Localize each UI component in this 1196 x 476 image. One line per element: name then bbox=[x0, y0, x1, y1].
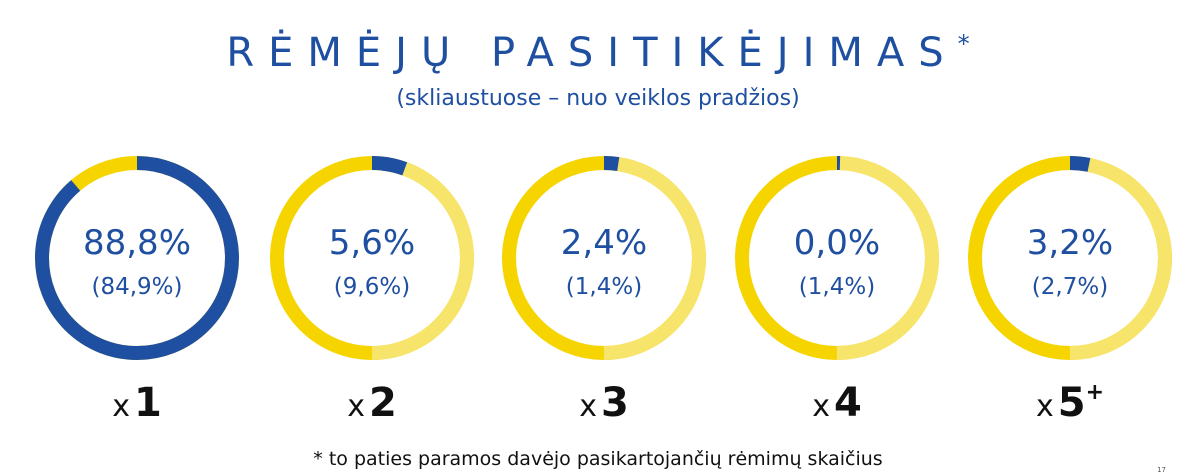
page-title: RĖMĖJŲ PASITIKĖJIMAS* bbox=[0, 30, 1196, 76]
donut-secondary-label: (1,4%) bbox=[566, 274, 642, 300]
category-number: 1 bbox=[133, 380, 162, 426]
category-suffix: + bbox=[1085, 380, 1105, 405]
title-asterisk: * bbox=[957, 30, 970, 58]
category-prefix: x bbox=[579, 389, 597, 424]
donut-value-label: 0,0% bbox=[794, 223, 880, 263]
page-number: 17 bbox=[1157, 466, 1166, 474]
footnote: * to paties paramos davėjo pasikartojanč… bbox=[313, 448, 883, 470]
donut-value-label: 2,4% bbox=[561, 223, 647, 263]
category-number: 4 bbox=[833, 380, 862, 426]
donut-arc-share bbox=[502, 156, 706, 360]
category-number: 5 bbox=[1057, 380, 1086, 426]
donut-value-label: 5,6% bbox=[329, 223, 415, 263]
donut-value-label: 88,8% bbox=[83, 223, 191, 263]
donut-secondary-label: (9,6%) bbox=[334, 274, 410, 300]
donut-arc-share bbox=[35, 156, 239, 360]
donut-arc-share bbox=[270, 156, 474, 360]
category-prefix: x bbox=[112, 389, 130, 424]
donut-arc-share bbox=[735, 156, 939, 360]
category-number: 3 bbox=[600, 380, 629, 426]
donut-secondary-label: (84,9%) bbox=[91, 274, 182, 300]
donut-arc-share bbox=[968, 156, 1172, 360]
title-text: RĖMĖJŲ PASITIKĖJIMAS bbox=[226, 30, 958, 76]
category-number: 2 bbox=[368, 380, 397, 426]
category-prefix: x bbox=[812, 389, 830, 424]
category-prefix: x bbox=[347, 389, 365, 424]
category-prefix: x bbox=[1035, 389, 1054, 424]
donut-secondary-label: (1,4%) bbox=[799, 274, 875, 300]
page-subtitle: (skliaustuose – nuo veiklos pradžios) bbox=[396, 86, 800, 111]
donut-value-label: 3,2% bbox=[1027, 223, 1113, 263]
donut-secondary-label: (2,7%) bbox=[1032, 274, 1108, 300]
category-label: x 5+ bbox=[970, 380, 1170, 426]
